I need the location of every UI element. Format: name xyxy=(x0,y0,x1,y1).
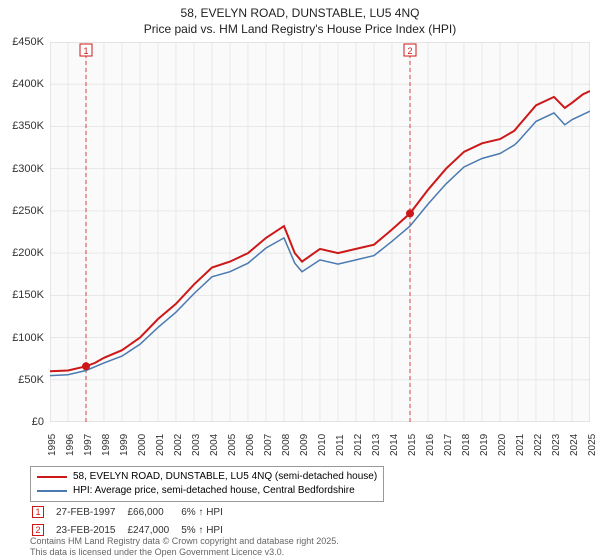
x-tick-label: 1997 xyxy=(83,434,94,456)
y-tick-label: £450K xyxy=(12,36,44,48)
svg-text:1: 1 xyxy=(83,46,88,56)
legend-swatch xyxy=(37,476,67,478)
x-tick-label: 2006 xyxy=(245,434,256,456)
sale-date: 27-FEB-1997 xyxy=(56,504,125,520)
x-tick-label: 2009 xyxy=(299,434,310,456)
x-tick-label: 2018 xyxy=(461,434,472,456)
x-tick-label: 2022 xyxy=(533,434,544,456)
x-tick-label: 2019 xyxy=(479,434,490,456)
legend-label: HPI: Average price, semi-detached house,… xyxy=(73,484,355,498)
x-axis-labels: 1995 1996 1997 1998 1999 2000 2001 2002 2003 2004… xyxy=(50,424,590,464)
legend-label: 58, EVELYN ROAD, DUNSTABLE, LU5 4NQ (sem… xyxy=(73,470,377,484)
x-tick-label: 2000 xyxy=(137,434,148,456)
marker-badge: 2 xyxy=(32,524,44,536)
x-tick-label: 2024 xyxy=(569,434,580,456)
y-tick-label: £200K xyxy=(12,247,44,259)
x-tick-label: 2021 xyxy=(515,434,526,456)
marker-badge: 1 xyxy=(32,506,44,518)
x-tick-label: 1996 xyxy=(65,434,76,456)
y-tick-label: £400K xyxy=(12,78,44,90)
y-tick-label: £300K xyxy=(12,163,44,175)
attribution: Contains HM Land Registry data © Crown c… xyxy=(30,536,339,558)
legend-row: HPI: Average price, semi-detached house,… xyxy=(37,484,377,498)
title-subtitle: Price paid vs. HM Land Registry's House … xyxy=(0,22,600,36)
table-row: 1 27-FEB-1997£66,0006% ↑ HPI xyxy=(32,504,233,520)
chart-plot: 12 xyxy=(50,42,590,422)
x-tick-label: 2014 xyxy=(389,434,400,456)
svg-text:2: 2 xyxy=(407,46,412,56)
attribution-l1: Contains HM Land Registry data © Crown c… xyxy=(30,536,339,547)
x-tick-label: 2011 xyxy=(335,434,346,456)
x-tick-label: 1995 xyxy=(47,434,58,456)
sales-table: 127-FEB-1997£66,0006% ↑ HPI223-FEB-2015£… xyxy=(30,502,235,540)
x-tick-label: 2017 xyxy=(443,434,454,456)
y-tick-label: £100K xyxy=(12,332,44,344)
sale-delta: 6% ↑ HPI xyxy=(181,504,233,520)
x-tick-label: 1998 xyxy=(101,434,112,456)
x-tick-label: 2016 xyxy=(425,434,436,456)
x-tick-label: 2008 xyxy=(281,434,292,456)
x-tick-label: 2001 xyxy=(155,434,166,456)
y-tick-label: £50K xyxy=(18,374,44,386)
x-tick-label: 2010 xyxy=(317,434,328,456)
x-tick-label: 2020 xyxy=(497,434,508,456)
x-tick-label: 2004 xyxy=(209,434,220,456)
sale-price: £66,000 xyxy=(127,504,179,520)
x-tick-label: 2025 xyxy=(587,434,598,456)
y-tick-label: £350K xyxy=(12,120,44,132)
y-axis-labels: £0£50K£100K£150K£200K£250K£300K£350K£400… xyxy=(0,42,48,422)
x-tick-label: 1999 xyxy=(119,434,130,456)
x-tick-label: 2012 xyxy=(353,434,364,456)
legend: 58, EVELYN ROAD, DUNSTABLE, LU5 4NQ (sem… xyxy=(30,466,384,502)
y-tick-label: £0 xyxy=(32,416,44,428)
x-tick-label: 2015 xyxy=(407,434,418,456)
x-tick-label: 2002 xyxy=(173,434,184,456)
legend-swatch xyxy=(37,490,67,492)
attribution-l2: This data is licensed under the Open Gov… xyxy=(30,547,339,558)
x-tick-label: 2005 xyxy=(227,434,238,456)
y-tick-label: £250K xyxy=(12,205,44,217)
x-tick-label: 2023 xyxy=(551,434,562,456)
x-tick-label: 2003 xyxy=(191,434,202,456)
y-tick-label: £150K xyxy=(12,289,44,301)
title-address: 58, EVELYN ROAD, DUNSTABLE, LU5 4NQ xyxy=(0,6,600,20)
x-tick-label: 2013 xyxy=(371,434,382,456)
chart-svg: 12 xyxy=(50,42,590,422)
x-tick-label: 2007 xyxy=(263,434,274,456)
legend-row: 58, EVELYN ROAD, DUNSTABLE, LU5 4NQ (sem… xyxy=(37,470,377,484)
